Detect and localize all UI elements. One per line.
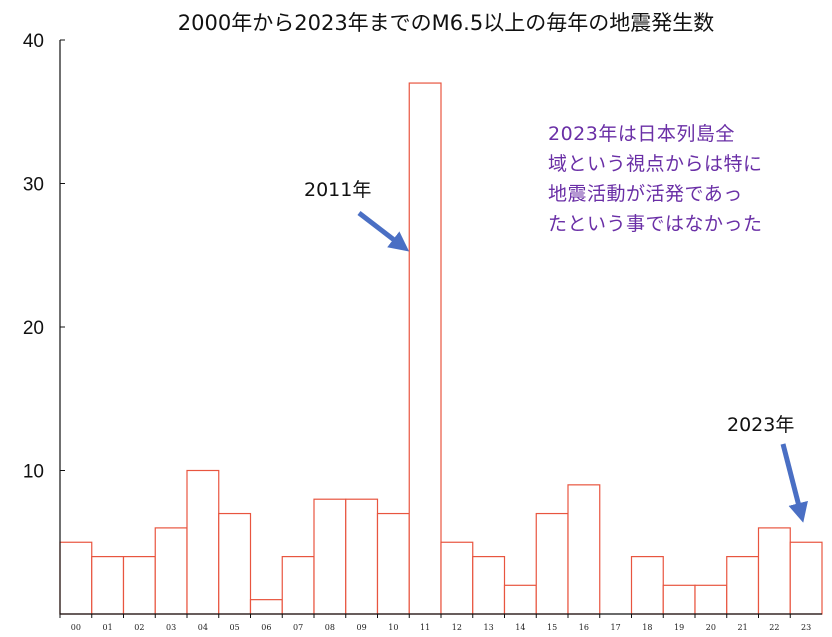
bar-08 [313,498,347,615]
bar-04 [186,469,220,615]
bar-00 [59,541,93,615]
bar-07 [281,555,315,615]
x-tick-label-03: 03 [166,623,176,632]
bar-group [59,82,823,615]
x-tick-label-21: 21 [738,623,748,632]
x-tick-label-00: 00 [71,623,81,632]
bar-20 [694,584,728,615]
x-tick-label-14: 14 [515,623,525,632]
bar-19 [662,584,696,615]
bar-05 [218,512,252,615]
x-tick-label-18: 18 [642,623,652,632]
annotation-note: 2023年は日本列島全域という視点からは特に地震活動が活発であったという事ではな… [548,123,763,235]
x-tick-label-19: 19 [674,623,684,632]
bar-06 [249,599,283,615]
bar-01 [91,555,125,615]
bar-16 [567,484,601,615]
y-tick-label-10: 10 [23,462,44,483]
note-line-4: たという事ではなかった [548,213,763,235]
x-tick-label-10: 10 [388,623,398,632]
note-line-1: 2023年は日本列島全 [548,123,735,145]
bar-10 [376,512,410,615]
bar-11 [408,82,442,615]
x-tick-label-07: 07 [293,623,303,632]
x-tick-group: 00 01 02 03 04 05 06 07 08 09 10 11 12 13 14 15 16 17 18 19… [59,614,811,632]
x-tick-label-06: 06 [261,623,271,632]
bar-02 [122,555,156,615]
bar-03 [154,527,188,615]
bar-09 [345,498,379,615]
x-tick-label-23: 23 [801,623,811,632]
y-tick-label-20: 20 [23,318,44,339]
note-line-3: 地震活動が活発であっ [548,183,743,205]
x-tick-label-11: 11 [420,623,430,632]
bar-18 [630,555,664,615]
bar-14 [503,584,537,615]
bar-22 [757,527,791,615]
x-tick-label-12: 12 [452,623,462,632]
x-tick-label-01: 01 [103,623,113,632]
x-tick-label-20: 20 [706,623,716,632]
chart-title: 2000年から2023年までのM6.5以上の毎年の地震発生数 [178,11,714,35]
x-tick-label-13: 13 [484,623,494,632]
y-tick-label-40: 40 [23,31,44,52]
note-line-2: 域という視点からは特に [548,153,763,175]
x-tick-label-05: 05 [230,623,240,632]
bar-23 [789,541,823,615]
x-tick-label-04: 04 [198,623,208,632]
x-tick-label-15: 15 [547,623,557,632]
bar-15 [535,512,569,615]
x-tick-label-02: 02 [134,623,144,632]
bar-21 [726,555,760,615]
annotation-2023-label: 2023年 [727,414,794,436]
bar-13 [472,555,506,615]
y-tick-group: 10 20 30 40 [23,31,65,483]
annotation-2011-label: 2011年 [304,179,371,201]
x-tick-label-09: 09 [357,623,367,632]
y-tick-label-30: 30 [23,175,44,196]
annotation-2011-arrow [357,211,410,252]
x-tick-label-16: 16 [579,623,589,632]
x-tick-label-22: 22 [769,623,779,632]
x-tick-label-17: 17 [611,623,621,632]
x-tick-label-08: 08 [325,623,335,632]
bar-12 [440,541,474,615]
annotation-2023-arrow [780,443,808,523]
